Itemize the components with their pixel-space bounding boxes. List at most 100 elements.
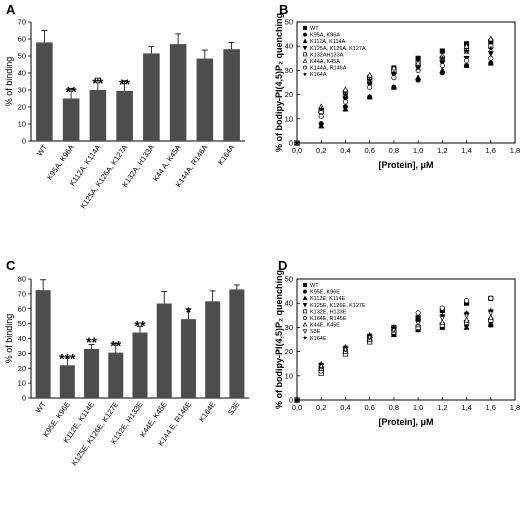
bar bbox=[89, 90, 107, 141]
y-axis-title: % of bodipy-PI(4,5)P₂ quenching bbox=[274, 270, 284, 409]
legend-label: K44A, K45A bbox=[310, 59, 340, 65]
data-point bbox=[439, 319, 446, 325]
legend-label: K112E, K114E bbox=[310, 296, 346, 302]
y-tick-label: 0 bbox=[289, 139, 293, 148]
x-category-label: S3E bbox=[226, 400, 242, 417]
data-point bbox=[342, 86, 349, 93]
data-point bbox=[342, 99, 348, 105]
x-tick-label: 1,0 bbox=[413, 403, 423, 412]
data-point bbox=[487, 35, 494, 42]
x-tick-label: 0,4 bbox=[340, 403, 350, 412]
data-point bbox=[391, 75, 397, 81]
data-point bbox=[303, 52, 307, 57]
bar bbox=[143, 53, 160, 142]
x-tick-label: 1,8 bbox=[510, 403, 520, 412]
significance-marker: ** bbox=[135, 318, 146, 334]
y-tick-label: 40 bbox=[285, 299, 293, 308]
data-point bbox=[463, 62, 470, 68]
panel-letter: D bbox=[278, 258, 287, 273]
legend-label: K164E bbox=[310, 336, 327, 342]
bar bbox=[36, 42, 53, 141]
data-point bbox=[303, 65, 307, 70]
y-tick-label: 30 bbox=[285, 323, 293, 332]
data-point bbox=[367, 84, 373, 90]
data-point bbox=[294, 396, 300, 403]
x-tick-label: 1,4 bbox=[461, 146, 471, 155]
bar bbox=[180, 319, 196, 398]
bar bbox=[169, 44, 187, 141]
y-tick-label: 40 bbox=[18, 69, 26, 78]
data-point bbox=[439, 312, 446, 318]
x-tick-label: 1,6 bbox=[486, 403, 496, 412]
legend-label: K112A, K114A bbox=[310, 39, 346, 45]
data-point bbox=[294, 139, 300, 146]
plot-frame bbox=[296, 278, 516, 401]
panel-letter: C bbox=[6, 258, 16, 273]
significance-marker: ** bbox=[66, 84, 77, 100]
significance-marker: * bbox=[186, 304, 192, 320]
panel-d: D 0 10 20 30 40 50 0,0 0,2 0,4 0,6 0,8 1,0 1,2 1,4 1,6 1… bbox=[274, 258, 520, 427]
x-category-label: K125A, K126A, K127A bbox=[78, 143, 129, 210]
y-axis-title: % of binding bbox=[4, 314, 14, 364]
y-tick-label: 0 bbox=[289, 396, 293, 405]
data-point bbox=[463, 47, 470, 54]
y-tick-label: 20 bbox=[18, 364, 26, 373]
bar bbox=[59, 365, 75, 398]
data-point bbox=[342, 91, 349, 98]
y-tick-label: 20 bbox=[18, 103, 26, 112]
y-tick-label: 10 bbox=[18, 379, 26, 388]
x-tick-label: 0,2 bbox=[316, 146, 326, 155]
legend-label: K95E, K96E bbox=[310, 290, 340, 296]
x-category-label: WT bbox=[34, 400, 48, 415]
data-point bbox=[303, 32, 307, 37]
legend-label: K125A, K126A, K127A bbox=[310, 46, 366, 52]
y-tick-label: 80 bbox=[18, 275, 26, 284]
data-point bbox=[303, 316, 307, 320]
y-axis-title: % of binding bbox=[4, 57, 14, 107]
x-tick-label: 1,0 bbox=[413, 146, 423, 155]
significance-marker: ** bbox=[110, 338, 121, 354]
y-tick-label: 60 bbox=[18, 304, 26, 313]
data-point bbox=[303, 283, 307, 287]
data-point bbox=[302, 329, 308, 334]
data-point bbox=[439, 55, 446, 61]
y-tick-label: 50 bbox=[285, 18, 293, 27]
data-point bbox=[302, 295, 308, 300]
data-point bbox=[463, 309, 470, 316]
data-point bbox=[302, 71, 308, 77]
data-point bbox=[366, 93, 373, 100]
x-tick-label: 1,2 bbox=[437, 403, 447, 412]
panel-b: B 0 10 20 30 40 50 0,0 0,2 0,4 0,6 0,8 1,0 1,2 1,4 1,6 1… bbox=[274, 2, 520, 170]
x-category-label: K164A bbox=[216, 143, 236, 167]
data-point bbox=[318, 360, 325, 367]
x-tick-label: 0,6 bbox=[364, 146, 374, 155]
bar bbox=[62, 98, 80, 141]
x-tick-label: 0,4 bbox=[340, 146, 350, 155]
data-point bbox=[390, 324, 397, 330]
y-tick-label: 30 bbox=[18, 349, 26, 358]
panel-letter: B bbox=[279, 2, 288, 17]
bar bbox=[229, 289, 245, 398]
data-point bbox=[366, 331, 373, 338]
x-tick-label: 1,2 bbox=[437, 146, 447, 155]
significance-marker: *** bbox=[59, 350, 76, 366]
data-point bbox=[303, 289, 307, 294]
y-tick-label: 50 bbox=[18, 319, 26, 328]
y-tick-label: 50 bbox=[18, 52, 26, 61]
data-point bbox=[415, 317, 422, 323]
bar bbox=[196, 58, 214, 141]
data-point bbox=[487, 307, 494, 313]
bar bbox=[35, 290, 51, 398]
bar bbox=[108, 352, 124, 398]
data-point bbox=[390, 83, 397, 90]
panel-letter: A bbox=[6, 2, 16, 17]
x-category-label: K164E bbox=[197, 400, 217, 424]
x-tick-label: 1,6 bbox=[486, 146, 496, 155]
bar bbox=[156, 303, 172, 398]
data-point bbox=[487, 51, 494, 57]
data-point bbox=[464, 58, 470, 64]
data-point bbox=[415, 74, 422, 80]
data-point bbox=[302, 46, 308, 51]
